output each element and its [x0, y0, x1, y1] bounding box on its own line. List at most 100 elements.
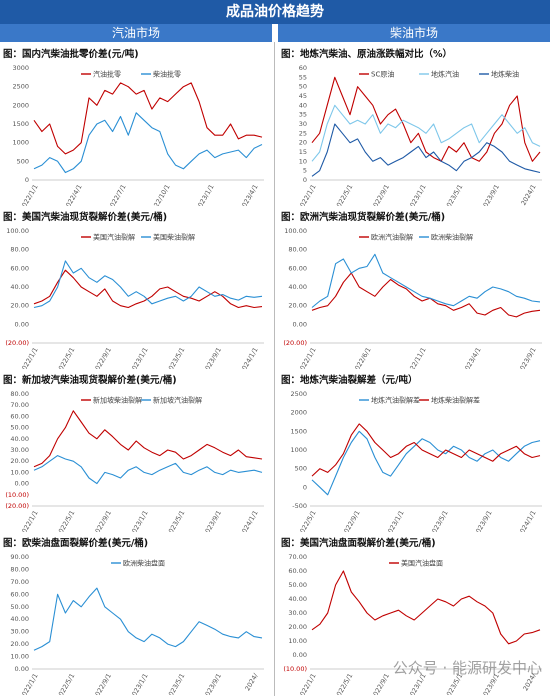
- x-tick-label: 2022/10/1: [148, 183, 172, 206]
- y-tick-label: 15: [299, 148, 307, 156]
- x-tick-label: 2023/1/1: [128, 509, 150, 532]
- legend-label: 地炼柴油: [491, 70, 519, 79]
- y-tick-label: 500: [295, 465, 307, 473]
- x-tick-label: 2022/1/1: [296, 672, 318, 695]
- legend-label: 汽油批零: [93, 70, 121, 79]
- x-tick-label: 2023/9/1: [202, 672, 224, 695]
- x-tick-label: 2022/7/1: [106, 183, 128, 206]
- y-tick-label: 30: [299, 120, 307, 128]
- series-line-2: [33, 112, 263, 174]
- x-tick-label: 2022/1/1: [18, 346, 40, 369]
- watermark: 公众号 · 能源研发中心: [392, 659, 542, 677]
- chart-title: 图：美国汽油盘面裂解价差(美元/桶): [281, 538, 436, 549]
- x-tick-label: 2023/5/1: [443, 183, 465, 206]
- legend-label: 地炼汽油裂解差: [371, 396, 420, 405]
- chart-title: 图：欧洲汽柴油现货裂解价差(美元/桶): [281, 212, 446, 223]
- y-tick-label: 10.00: [10, 653, 29, 661]
- y-tick-label: (10.00): [5, 491, 29, 499]
- x-tick-label: 2023/1/1: [194, 183, 216, 206]
- x-tick-label: 2022/6/1: [351, 346, 373, 369]
- y-tick-label: -500: [292, 502, 307, 510]
- y-tick-label: 80.00: [10, 565, 29, 573]
- x-tick-label: 2024/1/1: [238, 346, 260, 369]
- x-tick-label: 2023/9/1: [472, 509, 494, 532]
- y-tick-label: (10.00): [283, 665, 307, 673]
- y-tick-label: 1500: [12, 120, 29, 128]
- legend-label: 欧洲柴油盘面: [123, 559, 165, 568]
- y-tick-label: 50.00: [288, 581, 307, 589]
- x-tick-label: 2022/9/1: [370, 183, 392, 206]
- y-tick-label: 0: [303, 483, 307, 491]
- y-tick-label: 55: [299, 73, 307, 81]
- y-tick-label: 90.00: [10, 553, 29, 561]
- x-tick-label: 2023/4/1: [238, 183, 260, 206]
- chart-panel-c1: 图：国内汽柴油批零价差(元/吨) 3000 2500 2000 1500 1000 500 0…: [0, 44, 272, 206]
- line-chart: 100.0080.0060.0040.0020.000.00(20.00)202…: [5, 227, 264, 369]
- y-tick-label: 70.00: [288, 553, 307, 561]
- y-tick-label: 20.00: [10, 302, 29, 310]
- series-line-1: [33, 269, 263, 309]
- y-tick-label: 1500: [290, 427, 307, 435]
- x-tick-label: 2023/1/1: [406, 183, 428, 206]
- x-tick-label: 2023/5/1: [165, 672, 187, 695]
- chart-panel-c6: 图：地炼汽柴油裂解差（元/吨） 2500 2000 1500 1000 500 0 -500 2…: [278, 370, 550, 532]
- y-tick-label: 1000: [12, 139, 29, 147]
- x-tick-label: 2024/: [243, 671, 260, 692]
- x-tick-label: 2022/9/1: [370, 672, 392, 695]
- y-tick-label: 10.00: [288, 637, 307, 645]
- y-tick-label: 60.00: [288, 567, 307, 575]
- chart-panel-c5: 图：新加坡汽柴油现货裂解价差(美元/桶) 80.00 70.00 60.00 50.00…: [0, 370, 272, 532]
- x-tick-label: 2024/1: [519, 183, 537, 206]
- y-tick-label: 70.00: [10, 578, 29, 586]
- chart-title: 图：美国汽柴油现货裂解价差(美元/桶): [3, 212, 168, 223]
- y-tick-label: 50: [299, 83, 307, 91]
- x-tick-label: 2022/5/1: [55, 509, 77, 532]
- x-tick-label: 2022/4/1: [62, 183, 84, 206]
- y-tick-label: 20.00: [288, 302, 307, 310]
- chart-title: 图：地炼汽柴油裂解差（元/吨）: [281, 375, 418, 386]
- y-tick-label: 50.00: [10, 603, 29, 611]
- y-tick-label: 3000: [12, 64, 29, 72]
- y-tick-label: (20.00): [5, 339, 29, 347]
- x-tick-label: 2024/1/1: [516, 509, 538, 532]
- y-tick-label: 100.00: [6, 227, 29, 235]
- y-tick-label: 40.00: [288, 283, 307, 291]
- legend-label: 新加坡汽油裂解: [153, 396, 202, 405]
- series-line-1: [311, 570, 541, 645]
- y-tick-label: 60.00: [10, 412, 29, 420]
- chart-title: 图：新加坡汽柴油现货裂解价差(美元/桶): [3, 375, 177, 386]
- x-tick-label: 2022/1/1: [296, 183, 318, 206]
- legend-label: 地炼柴油裂解差: [431, 396, 480, 405]
- series-line-1: [33, 587, 263, 651]
- y-tick-label: 500: [17, 157, 29, 165]
- y-tick-label: 20: [299, 139, 307, 147]
- legend-label: SC原油: [371, 70, 394, 79]
- x-tick-label: 2022/1/1: [18, 183, 40, 206]
- y-tick-label: 2500: [12, 83, 29, 91]
- y-tick-label: 40.00: [10, 435, 29, 443]
- x-tick-label: 2023/5/1: [165, 346, 187, 369]
- y-tick-label: 80.00: [10, 390, 29, 398]
- x-tick-label: 2022/11/1: [404, 346, 428, 369]
- series-line-2: [33, 260, 263, 309]
- y-tick-label: 10: [299, 157, 307, 165]
- y-tick-label: 20.00: [10, 457, 29, 465]
- x-tick-label: 2022/9/1: [92, 509, 114, 532]
- y-tick-label: 20.00: [10, 640, 29, 648]
- chart-title: 图：欧柴油盘面裂解价差(美元/桶): [3, 538, 149, 549]
- y-tick-label: 40.00: [10, 283, 29, 291]
- y-tick-label: 60.00: [10, 264, 29, 272]
- x-tick-label: 2023/9/1: [516, 346, 538, 369]
- line-chart: 90.00 80.00 70.00 60.00 50.00 40.00 30.00 20.00…: [10, 553, 264, 695]
- x-tick-label: 2023/9/1: [480, 183, 502, 206]
- x-tick-label: 2022/5/1: [55, 346, 77, 369]
- left-column-header: 汽油市场: [0, 24, 272, 42]
- series-line-2: [311, 253, 541, 308]
- legend-label: 新加坡柴油裂解: [93, 396, 142, 405]
- y-tick-label: (20.00): [283, 339, 307, 347]
- y-tick-label: 0.00: [15, 480, 29, 488]
- x-tick-label: 2022/5/1: [333, 672, 355, 695]
- page-title: 成品油价格趋势: [0, 0, 550, 24]
